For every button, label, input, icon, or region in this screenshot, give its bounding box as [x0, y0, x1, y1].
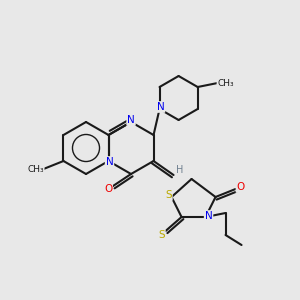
Text: O: O [104, 184, 112, 194]
Text: N: N [106, 157, 113, 167]
Text: H: H [176, 165, 183, 175]
Text: CH₃: CH₃ [217, 79, 234, 88]
Text: N: N [127, 115, 135, 125]
Text: S: S [165, 190, 172, 200]
Text: O: O [236, 182, 245, 192]
Text: CH₃: CH₃ [27, 164, 44, 173]
Text: N: N [157, 102, 164, 112]
Text: N: N [205, 211, 212, 221]
Text: S: S [158, 230, 165, 240]
